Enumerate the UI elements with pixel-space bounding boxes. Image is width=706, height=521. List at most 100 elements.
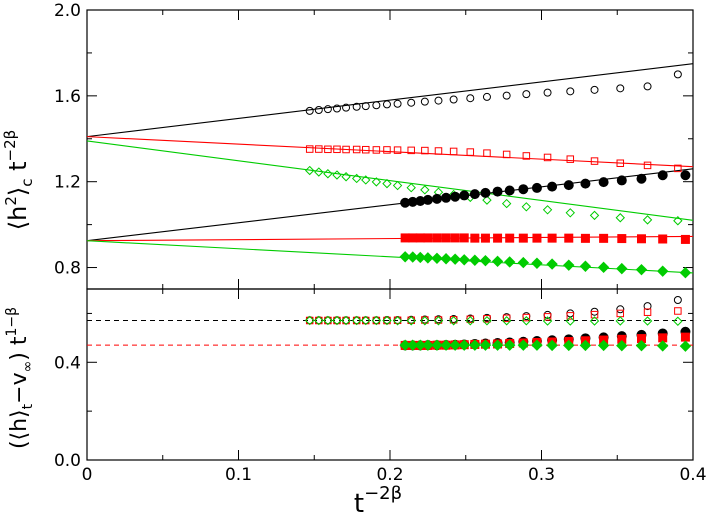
- data-point: [449, 339, 461, 351]
- data-point: [643, 308, 652, 316]
- data-point: [420, 185, 430, 195]
- data-point: [566, 309, 575, 318]
- data-point: [642, 316, 653, 326]
- data-point: [502, 91, 511, 100]
- data-point: [431, 339, 443, 351]
- fit-line: [87, 235, 693, 242]
- data-point: [399, 251, 411, 263]
- data-point: [546, 339, 558, 352]
- data-point: [382, 315, 392, 326]
- data-point: [680, 170, 691, 181]
- data-point: [616, 309, 625, 318]
- series-filled-square: [400, 233, 690, 244]
- data-point: [590, 85, 599, 94]
- data-point: [642, 215, 653, 225]
- data-point: [521, 316, 532, 326]
- data-point: [449, 147, 458, 156]
- data-point: [324, 145, 332, 154]
- bottom-ylabel-part-3: ∞: [20, 361, 36, 373]
- data-point: [679, 266, 692, 279]
- data-point: [431, 252, 443, 265]
- data-point: [449, 253, 461, 265]
- data-point: [441, 233, 451, 243]
- data-point: [422, 252, 434, 264]
- data-point: [324, 316, 332, 325]
- data-point: [323, 315, 333, 326]
- data-point: [616, 305, 625, 314]
- data-point: [547, 233, 557, 243]
- data-point: [450, 233, 460, 243]
- data-point: [305, 106, 314, 115]
- data-point: [501, 316, 512, 326]
- data-point: [420, 316, 430, 326]
- data-point: [372, 101, 381, 110]
- data-point: [408, 233, 418, 243]
- data-point: [449, 95, 458, 104]
- data-point: [522, 90, 531, 99]
- data-point: [399, 339, 411, 351]
- data-point: [598, 177, 609, 188]
- data-point: [518, 233, 528, 243]
- top-y-tick-label: 1.2: [54, 173, 81, 193]
- data-point: [673, 70, 682, 79]
- bottom-y-tick-label: 0.4: [54, 353, 81, 373]
- data-point: [422, 194, 433, 205]
- data-point: [597, 261, 610, 274]
- data-point: [458, 254, 470, 266]
- data-point: [579, 339, 592, 352]
- data-point: [393, 99, 402, 108]
- top-y-tick-label: 1.6: [54, 87, 81, 107]
- data-point: [492, 186, 503, 197]
- data-point: [674, 164, 682, 173]
- data-point: [542, 316, 553, 326]
- data-point: [434, 96, 443, 105]
- data-point: [522, 152, 531, 160]
- data-point: [383, 316, 391, 325]
- series-open-square: [305, 307, 682, 325]
- series-filled-diamond: [399, 251, 692, 279]
- data-point: [441, 192, 452, 203]
- data-point: [636, 234, 646, 244]
- data-point: [502, 314, 511, 323]
- data-point: [531, 182, 542, 193]
- data-point: [466, 94, 475, 103]
- data-point: [563, 180, 574, 191]
- bottom-plot-frame: [86, 288, 694, 461]
- data-point: [479, 254, 492, 267]
- top-ylabel-part-3: c: [18, 178, 36, 186]
- x-tick-label: 0.3: [528, 465, 555, 485]
- xlabel-part-1: −2β: [364, 483, 402, 504]
- data-point: [483, 315, 491, 323]
- data-point: [434, 147, 443, 155]
- data-point: [503, 256, 516, 268]
- data-point: [502, 150, 511, 159]
- data-point: [421, 146, 429, 155]
- series-filled-circle: [400, 170, 691, 208]
- data-point: [531, 339, 543, 351]
- fit-line: [87, 168, 693, 242]
- data-point: [590, 157, 599, 165]
- series-open-diamond: [304, 315, 683, 326]
- data-point: [680, 234, 690, 244]
- data-point: [392, 316, 403, 326]
- data-point: [407, 146, 415, 155]
- data-point: [459, 233, 469, 243]
- data-point: [547, 181, 558, 192]
- data-point: [543, 313, 552, 321]
- bottom-ylabel-part-0: (⟨h⟩: [7, 409, 32, 449]
- data-point: [333, 145, 341, 154]
- data-point: [332, 315, 342, 326]
- data-point: [673, 316, 683, 326]
- top-y-axis-label: ⟨h2⟩c t−2β: [1, 130, 36, 230]
- data-point: [680, 332, 690, 342]
- data-point: [466, 148, 475, 156]
- data-point: [458, 339, 470, 351]
- data-point: [415, 233, 425, 243]
- data-point: [423, 233, 433, 243]
- data-point: [314, 106, 323, 115]
- data-point: [305, 145, 314, 153]
- data-point: [501, 198, 512, 209]
- data-point: [579, 260, 592, 272]
- top-y-tick-label: 0.8: [54, 259, 81, 279]
- data-point: [450, 191, 461, 202]
